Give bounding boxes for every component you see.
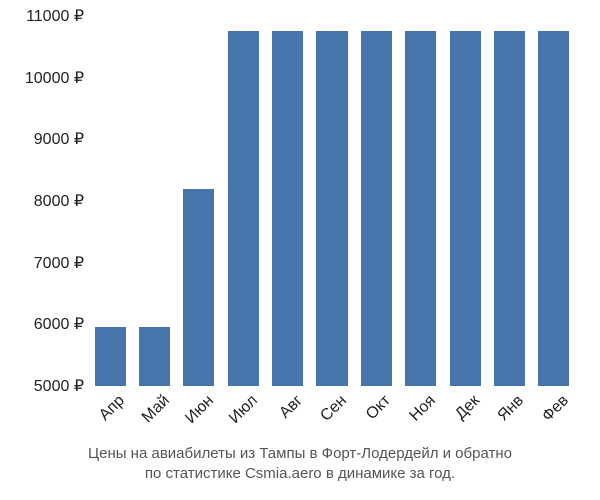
chart-container: 5000 ₽ 6000 ₽ 7000 ₽ 8000 ₽ 9000 ₽ 10000 ₽ 110… [0,0,600,500]
x-tick-label: Июл [207,392,262,447]
bar-slot [532,16,576,386]
bar [228,31,259,386]
bar [494,31,525,386]
x-tick-label: Янв [473,392,528,447]
bar-slot [265,16,309,386]
x-tick-label: Фев [517,392,572,447]
bar [450,31,481,386]
bar [405,31,436,386]
caption-line-2: по статистике Csmia.aero в динамике за г… [0,464,600,484]
bar-slot [177,16,221,386]
bar-slot [88,16,132,386]
bars-group [88,16,576,386]
x-tick-label: Июн [162,392,217,447]
bar-slot [132,16,176,386]
x-tick-label: Сен [296,392,351,447]
plot-area [88,16,576,386]
bar-slot [399,16,443,386]
y-tick-label: 11000 ₽ [26,6,84,26]
bar [272,31,303,386]
x-tick-label: Дек [429,392,484,447]
y-tick-label: 7000 ₽ [34,253,84,273]
x-tick-label: Ноя [384,392,439,447]
bar-slot [310,16,354,386]
bar-slot [221,16,265,386]
x-tick-label: Авг [251,392,306,447]
bar [538,31,569,386]
bar [316,31,347,386]
x-tick-label: Окт [340,392,395,447]
bar [95,327,126,386]
bar-slot [487,16,531,386]
x-tick-label: Май [118,392,173,447]
x-tick-label: Апр [74,392,129,447]
y-axis: 5000 ₽6000 ₽7000 ₽8000 ₽9000 ₽10000 ₽110… [0,16,84,386]
bar [361,31,392,386]
chart-caption: Цены на авиабилеты из Тампы в Форт-Лодер… [0,444,600,485]
x-axis: АпрМайИюнИюлАвгСенОктНояДекЯнвФев [88,388,576,448]
bar-slot [443,16,487,386]
y-tick-label: 10000 ₽ [25,68,84,88]
bar-slot [354,16,398,386]
y-tick-label: 6000 ₽ [34,314,84,334]
caption-line-1: Цены на авиабилеты из Тампы в Форт-Лодер… [0,444,600,464]
y-tick-label: 9000 ₽ [34,129,84,149]
y-tick-label: 8000 ₽ [34,191,84,211]
y-tick-label: 5000 ₽ [34,376,84,396]
bar [183,189,214,386]
bar [139,327,170,386]
